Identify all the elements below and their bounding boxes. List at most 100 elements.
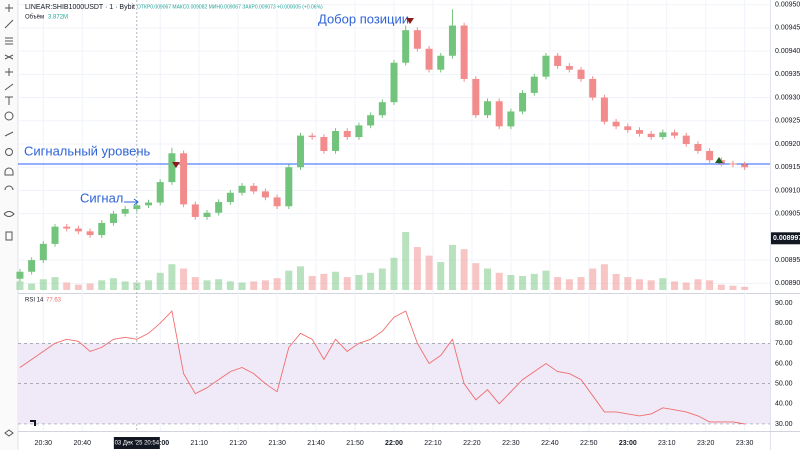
volume-bar — [226, 281, 234, 290]
volume-bar — [390, 257, 398, 290]
tool-lock[interactable] — [4, 185, 14, 191]
crosshair-box — [113, 437, 160, 449]
candle-body — [402, 30, 410, 63]
candle-body — [565, 65, 573, 70]
symbol: LINEAR:SHIB1000USDT · 1 · Bybit — [25, 4, 135, 11]
volume-bar — [343, 277, 351, 290]
volume-bar — [472, 263, 480, 290]
volume-bar — [215, 279, 223, 290]
candle-body — [215, 202, 223, 213]
candle-body — [296, 135, 304, 168]
candle-body — [320, 137, 328, 151]
x-tick-label: 22:00 — [385, 440, 403, 447]
candle-body — [425, 48, 433, 70]
x-tick-label: 21:20 — [229, 440, 247, 447]
volume-bar — [624, 277, 632, 290]
tool-brush[interactable] — [4, 83, 14, 91]
volume-bar — [378, 268, 386, 290]
tool-text[interactable] — [5, 96, 13, 105]
candle-body — [507, 111, 515, 127]
rsi-tick-label: 40.00 — [775, 401, 793, 408]
x-tick-label: 21:50 — [346, 440, 364, 447]
rsi-tick-label: 90.00 — [775, 300, 793, 307]
tool-line[interactable] — [4, 19, 14, 29]
candle-body — [682, 135, 690, 144]
volume-bar — [180, 268, 188, 290]
tool-measure[interactable] — [5, 68, 13, 76]
volume-bar — [647, 280, 655, 290]
volume-bar — [168, 264, 176, 290]
candle-body — [203, 212, 211, 217]
tool-layers[interactable] — [4, 429, 14, 437]
candle-body — [647, 133, 655, 138]
rsi-tick-label: 60.00 — [775, 360, 793, 367]
volume-bar — [729, 285, 737, 290]
candle-body — [367, 115, 375, 126]
candle-body — [659, 132, 667, 138]
volume-bar — [659, 278, 667, 290]
tool-fib[interactable] — [5, 37, 13, 45]
candle-body — [448, 25, 456, 56]
tool-emoji[interactable] — [4, 111, 14, 121]
volume-bar — [39, 279, 47, 290]
tool-zoom[interactable] — [5, 148, 13, 156]
candle-body — [671, 132, 679, 136]
annotation: Добор позиции — [318, 11, 409, 26]
volume-bar — [413, 247, 421, 290]
x-tick-label: 23:10 — [658, 440, 676, 447]
x-tick-label: 21:00 — [151, 440, 169, 447]
tool-crosshair[interactable] — [5, 4, 13, 12]
volume-bar — [109, 278, 117, 290]
volume-name: Объём — [25, 15, 44, 21]
ohlc: ОТКР0.009067 МАКС0.009082 МИН0.009067 ЗА… — [137, 4, 323, 10]
tool-magnet[interactable] — [4, 167, 14, 176]
volume-bar — [554, 277, 562, 290]
volume-bar — [203, 280, 211, 290]
volume-bar — [133, 282, 141, 290]
buy-marker — [715, 157, 723, 163]
candle-body — [612, 121, 620, 127]
candle-body — [332, 130, 340, 151]
candle-body — [226, 192, 234, 203]
candle-body — [273, 197, 281, 207]
candle-body — [484, 101, 492, 116]
tool-eye[interactable] — [3, 211, 15, 217]
candle-body — [706, 150, 714, 161]
candle-body — [472, 78, 480, 116]
tool-ruler[interactable] — [4, 131, 14, 137]
tool-trash[interactable] — [5, 231, 13, 241]
volume-bar — [682, 282, 690, 290]
candle-body — [285, 167, 293, 207]
candle-body — [554, 55, 562, 66]
candle-body — [460, 25, 468, 79]
candle-body — [145, 202, 153, 206]
volume-bar — [86, 283, 94, 290]
candle-body — [39, 243, 47, 261]
volume-bar — [63, 282, 71, 290]
x-tick-label: 22:40 — [541, 440, 559, 447]
candles — [16, 9, 770, 282]
x-tick-label: 20:40 — [74, 440, 92, 447]
candle-body — [729, 163, 737, 165]
rsi-tick-label: 30.00 — [775, 421, 793, 428]
x-tick-label: 22:10 — [424, 440, 442, 447]
crosshair-label: 03 Дек '25 20:54 — [115, 441, 160, 447]
x-tick-label: 23:30 — [736, 440, 754, 447]
volume-bar — [74, 284, 82, 290]
volume-bar — [671, 281, 679, 290]
x-tick-label: 22:30 — [502, 440, 520, 447]
volume-bar — [98, 280, 106, 290]
volume-bar — [285, 270, 293, 290]
x-tick-label: 22:50 — [580, 440, 598, 447]
volume-bar — [717, 284, 725, 290]
volume-bar — [402, 232, 410, 290]
tool-pattern[interactable] — [4, 54, 14, 60]
x-tick-label: 21:40 — [307, 440, 325, 447]
volume-bar — [296, 266, 304, 290]
candle-body — [635, 130, 643, 134]
candle-body — [109, 213, 117, 223]
candle-body — [437, 55, 445, 70]
